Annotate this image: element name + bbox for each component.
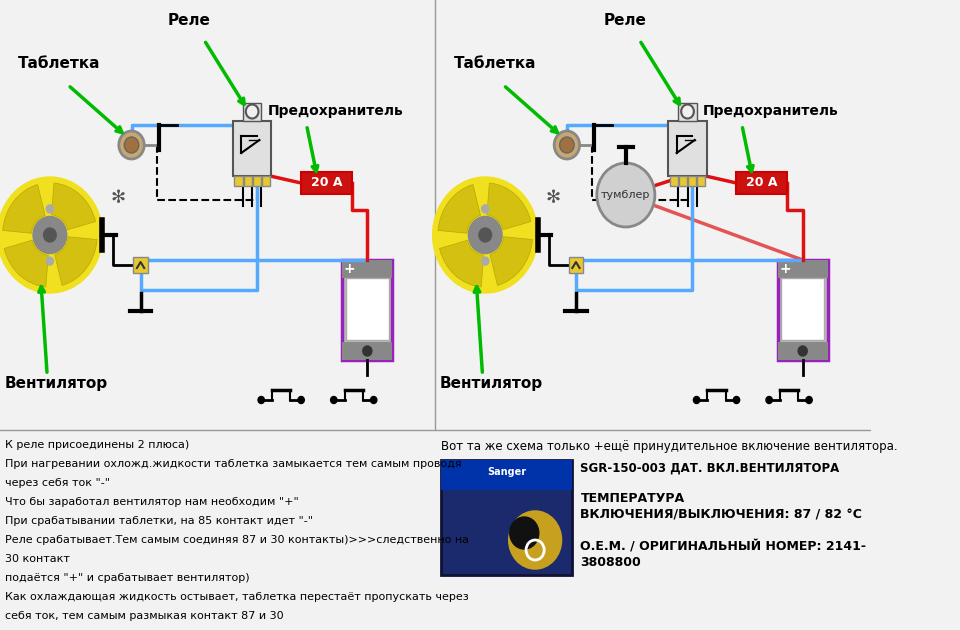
Text: Предохранитель: Предохранитель [703,104,839,118]
Text: ✻: ✻ [110,189,126,207]
Bar [244,176,252,185]
Text: ВКЛЮЧЕНИЯ/ВЫКЛЮЧЕНИЯ: 87 / 82 °C: ВКЛЮЧЕНИЯ/ВЫКЛЮЧЕНИЯ: 87 / 82 °C [581,508,862,521]
Circle shape [805,396,812,403]
Circle shape [33,217,66,253]
Bar [343,260,393,278]
Bar [736,172,787,194]
Circle shape [43,228,57,242]
Text: через себя ток "-": через себя ток "-" [6,478,110,488]
Circle shape [363,346,372,356]
Circle shape [46,257,54,265]
Bar [346,278,389,340]
Text: Таблетка: Таблетка [18,56,101,71]
Circle shape [258,396,264,403]
Text: ТЕМПЕРАТУРА: ТЕМПЕРАТУРА [581,492,684,505]
Text: Что бы заработал вентилятор нам необходим "+": Что бы заработал вентилятор нам необходи… [6,497,300,507]
Circle shape [0,177,103,293]
Text: SGR-150-003 ДАТ. ВКЛ.ВЕНТИЛЯТОРА: SGR-150-003 ДАТ. ВКЛ.ВЕНТИЛЯТОРА [581,462,840,475]
Text: О.Е.М. / ОРИГИНАЛЬНЫЙ НОМЕР: 2141-: О.Е.М. / ОРИГИНАЛЬНЫЙ НОМЕР: 2141- [581,540,867,553]
Text: тумблер: тумблер [601,190,651,200]
Circle shape [798,346,807,356]
Circle shape [766,396,772,403]
Circle shape [468,217,502,253]
Circle shape [510,517,539,549]
Text: 3808800: 3808800 [581,556,641,569]
Bar [778,260,828,360]
Text: подаётся "+" и срабатывает вентилятор): подаётся "+" и срабатывает вентилятор) [6,573,250,583]
Bar [441,460,572,575]
Bar [41,195,59,275]
Wedge shape [440,240,484,287]
Text: Предохранитель: Предохранитель [268,104,403,118]
Circle shape [597,163,655,227]
Bar [243,103,261,120]
Circle shape [330,396,337,403]
Bar [262,176,270,185]
Bar [233,120,271,176]
Bar [301,172,352,194]
Text: себя ток, тем самым размыкая контакт 87 и 30: себя ток, тем самым размыкая контакт 87 … [6,611,284,621]
Bar [343,342,393,360]
Circle shape [371,396,377,403]
Circle shape [693,396,700,403]
Bar [679,103,697,120]
Text: К реле присоединены 2 плюса): К реле присоединены 2 плюса) [6,440,190,450]
Bar [252,176,261,185]
Text: Вентилятор: Вентилятор [440,376,543,391]
Wedge shape [438,185,481,233]
Text: При срабатывании таблетки, на 85 контакт идет "-": При срабатывании таблетки, на 85 контакт… [6,516,314,526]
Text: Как охлаждающая жидкость остывает, таблетка перестаёт пропускать через: Как охлаждающая жидкость остывает, табле… [6,592,469,602]
Circle shape [733,396,739,403]
Wedge shape [4,240,48,287]
Text: 20 А: 20 А [311,176,343,190]
Circle shape [298,396,304,403]
Bar [688,176,696,185]
Bar [343,260,393,360]
Wedge shape [52,183,96,230]
Circle shape [554,131,580,159]
Circle shape [46,205,54,213]
Circle shape [560,137,574,153]
Text: Вентилятор: Вентилятор [5,376,108,391]
Circle shape [479,228,492,242]
Bar [133,257,148,273]
Wedge shape [487,183,531,230]
Text: Sanger: Sanger [488,467,527,477]
Wedge shape [490,237,533,285]
Bar [781,278,824,340]
Wedge shape [3,185,45,233]
Bar [778,260,828,278]
Circle shape [510,512,561,568]
Text: Реле: Реле [603,13,646,28]
Text: При нагревании охложд.жидкости таблетка замыкается тем самым проводя: При нагревании охложд.жидкости таблетка … [6,459,462,469]
Text: +: + [344,262,355,276]
Circle shape [124,137,139,153]
Text: ✻: ✻ [545,189,561,207]
Circle shape [682,105,694,118]
Circle shape [119,131,144,159]
Circle shape [482,257,489,265]
Bar [679,176,687,185]
Circle shape [433,177,538,293]
Bar [234,176,243,185]
Bar [670,176,678,185]
Circle shape [246,105,258,118]
Bar [697,176,706,185]
Bar [441,460,572,490]
Text: Реле: Реле [168,13,210,28]
Text: Вот та же схема только +ещё принудительное включение вентилятора.: Вот та же схема только +ещё принудительн… [441,440,898,453]
Circle shape [482,205,489,213]
Bar [568,257,584,273]
Bar [668,120,707,176]
Bar [778,342,828,360]
Wedge shape [55,237,97,285]
Text: +: + [780,262,791,276]
Text: Реле срабатывает.Тем самым соединяя 87 и 30 контакты)>>>следственно на: Реле срабатывает.Тем самым соединяя 87 и… [6,535,469,545]
Bar [476,195,494,275]
Text: 30 контакт: 30 контакт [6,554,70,564]
Text: 20 А: 20 А [746,176,778,190]
Text: Таблетка: Таблетка [453,56,536,71]
